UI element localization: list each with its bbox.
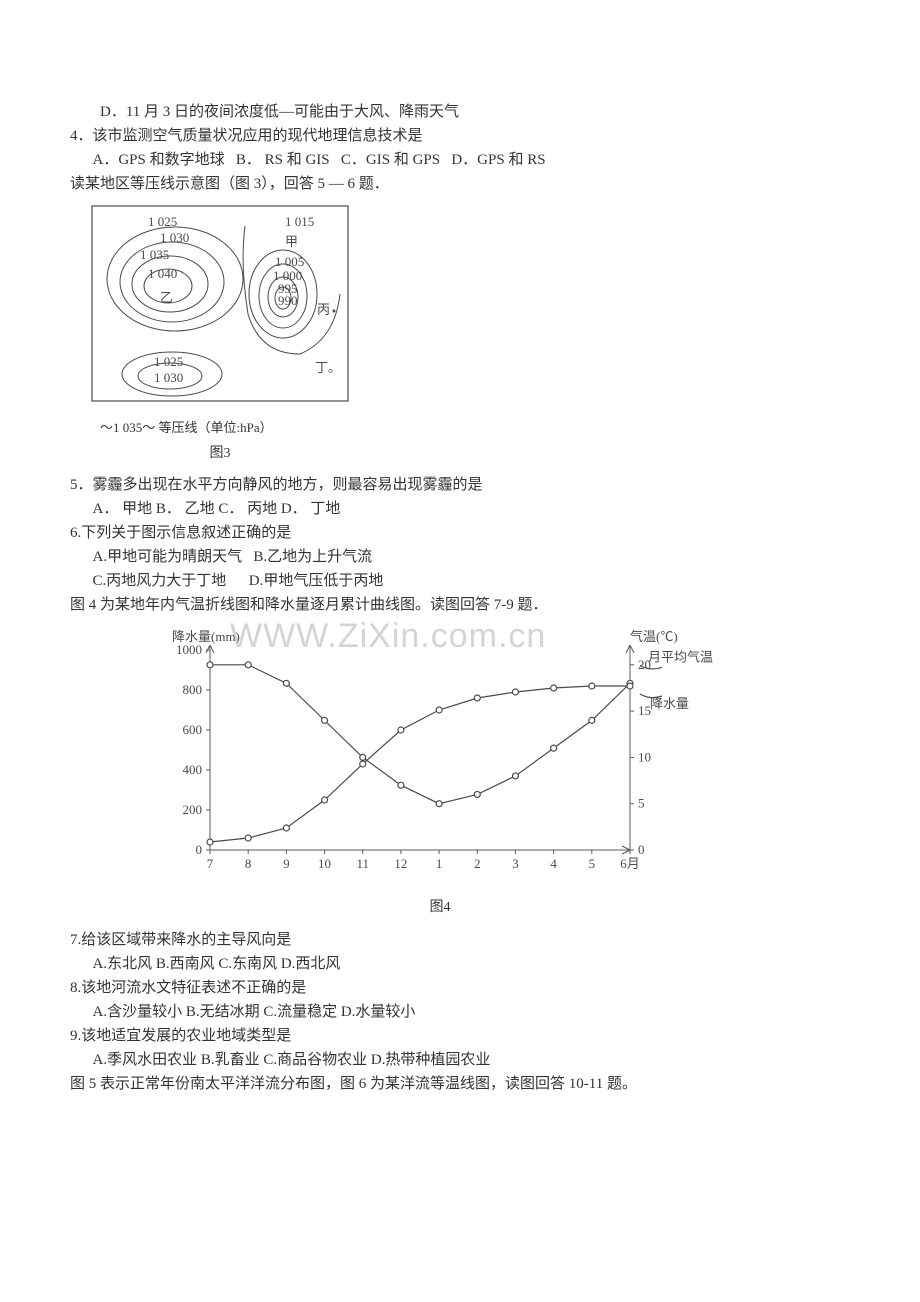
svg-text:7: 7 <box>207 856 214 871</box>
svg-text:600: 600 <box>183 722 203 737</box>
intro-1011: 图 5 表示正常年份南太平洋洋流分布图，图 6 为某洋流等温线图，读图回答 10… <box>70 1072 850 1096</box>
svg-text:丙: 丙 <box>317 302 330 317</box>
opt-d-fragment: D．11 月 3 日的夜间浓度低—可能由于大风、降雨天气 <box>70 100 850 124</box>
q6-a: A.甲地可能为晴朗天气 <box>93 549 243 565</box>
q6-b: B.乙地为上升气流 <box>253 549 372 565</box>
q5-stem: 5．雾霾多出现在水平方向静风的地方，则最容易出现雾霾的是 <box>70 473 850 497</box>
intro-79-wrap: 图 4 为某地年内气温折线图和降水量逐月累计曲线图。读图回答 7-9 题． WW… <box>70 593 850 617</box>
q6-d: D.甲地气压低于丙地 <box>249 573 384 589</box>
svg-text:3: 3 <box>512 856 519 871</box>
figure-4-caption: 图4 <box>130 897 750 919</box>
svg-text:1 030: 1 030 <box>160 230 189 245</box>
svg-text:990: 990 <box>278 293 298 308</box>
svg-text:月平均气温: 月平均气温 <box>648 650 713 665</box>
q4-c: C．GIS 和 GPS <box>341 152 440 168</box>
svg-text:200: 200 <box>183 802 203 817</box>
svg-text:12: 12 <box>394 856 407 871</box>
svg-text:1 025: 1 025 <box>154 354 183 369</box>
q6-row2: C.丙地风力大于丁地 D.甲地气压低于丙地 <box>70 569 850 593</box>
svg-text:5: 5 <box>589 856 596 871</box>
figure-3: 1 025 1 030 1 035 1 040 乙 1 015 甲 1 005 … <box>90 204 350 465</box>
q4-stem: 4．该市监测空气质量状况应用的现代地理信息技术是 <box>70 124 850 148</box>
figure-3-svg: 1 025 1 030 1 035 1 040 乙 1 015 甲 1 005 … <box>90 204 350 404</box>
svg-text:1 015: 1 015 <box>285 214 314 229</box>
q8-stem: 8.该地河流水文特征表述不正确的是 <box>70 976 850 1000</box>
q4-options: A．GPS 和数字地球 B． RS 和 GIS C．GIS 和 GPS D．GP… <box>70 148 850 172</box>
q7-stem: 7.给该区域带来降水的主导风向是 <box>70 928 850 952</box>
svg-text:1 030: 1 030 <box>154 370 183 385</box>
svg-text:2: 2 <box>474 856 481 871</box>
intro-56: 读某地区等压线示意图（图 3），回答 5 — 6 题． <box>70 172 850 196</box>
svg-text:10: 10 <box>318 856 331 871</box>
q5-options: A． 甲地 B． 乙地 C． 丙地 D． 丁地 <box>70 497 850 521</box>
q4-d: D．GPS 和 RS <box>451 152 545 168</box>
q6-row1: A.甲地可能为晴朗天气 B.乙地为上升气流 <box>70 545 850 569</box>
figure-4-svg: 降水量(mm) 气温(℃) 02004006008001000051015207… <box>130 625 750 885</box>
svg-text:400: 400 <box>183 762 203 777</box>
svg-text:1 005: 1 005 <box>275 254 304 269</box>
q4-b: B． RS 和 GIS <box>236 152 330 168</box>
svg-text:8: 8 <box>245 856 252 871</box>
figure-3-caption: 图3 <box>90 443 350 465</box>
q7-options: A.东北风 B.西南风 C.东南风 D.西北风 <box>70 952 850 976</box>
intro-79: 图 4 为某地年内气温折线图和降水量逐月累计曲线图。读图回答 7-9 题． <box>70 593 850 617</box>
q8-options: A.含沙量较小 B.无结冰期 C.流量稳定 D.水量较小 <box>70 1000 850 1024</box>
svg-text:1 035: 1 035 <box>140 247 169 262</box>
figure-3-legend: 〜1 035〜 等压线（单位:hPa） <box>100 418 350 439</box>
q9-options: A.季风水田农业 B.乳畜业 C.商品谷物农业 D.热带种植园农业 <box>70 1048 850 1072</box>
svg-text:1: 1 <box>436 856 443 871</box>
q4-a: A．GPS 和数字地球 <box>93 152 225 168</box>
fig4-yright-label: 气温(℃) <box>630 629 678 644</box>
svg-text:9: 9 <box>283 856 290 871</box>
svg-text:10: 10 <box>638 750 651 765</box>
svg-text:5: 5 <box>638 796 645 811</box>
svg-text:1 040: 1 040 <box>148 266 177 281</box>
svg-text:11: 11 <box>356 856 369 871</box>
svg-text:1 025: 1 025 <box>148 214 177 229</box>
svg-text:0: 0 <box>196 842 203 857</box>
svg-text:800: 800 <box>183 682 203 697</box>
q6-stem: 6.下列关于图示信息叙述正确的是 <box>70 521 850 545</box>
svg-text:乙: 乙 <box>160 290 173 305</box>
q6-c: C.丙地风力大于丁地 <box>93 573 227 589</box>
svg-text:降水量: 降水量 <box>650 696 689 711</box>
svg-text:0: 0 <box>638 842 645 857</box>
figure-4: 降水量(mm) 气温(℃) 02004006008001000051015207… <box>130 625 750 919</box>
svg-text:1000: 1000 <box>176 642 202 657</box>
svg-text:丁。: 丁。 <box>315 360 341 375</box>
svg-text:4: 4 <box>550 856 557 871</box>
svg-text:6月: 6月 <box>620 856 640 871</box>
svg-text:甲: 甲 <box>285 234 298 249</box>
q9-stem: 9.该地适宜发展的农业地域类型是 <box>70 1024 850 1048</box>
